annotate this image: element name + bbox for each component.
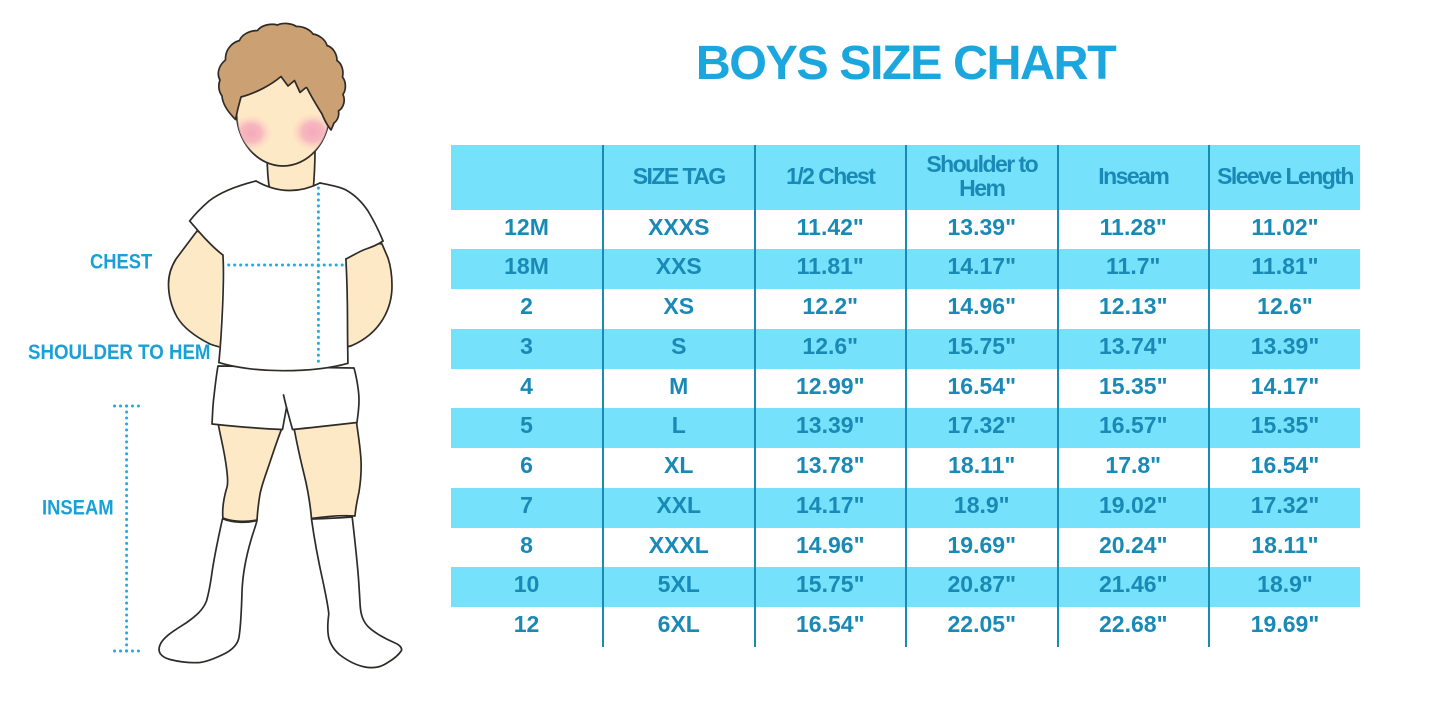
svg-text:INSEAM: INSEAM [42, 496, 114, 520]
svg-text:SHOULDER TO HEM: SHOULDER TO HEM [28, 340, 211, 364]
svg-text:CHEST: CHEST [90, 249, 152, 273]
